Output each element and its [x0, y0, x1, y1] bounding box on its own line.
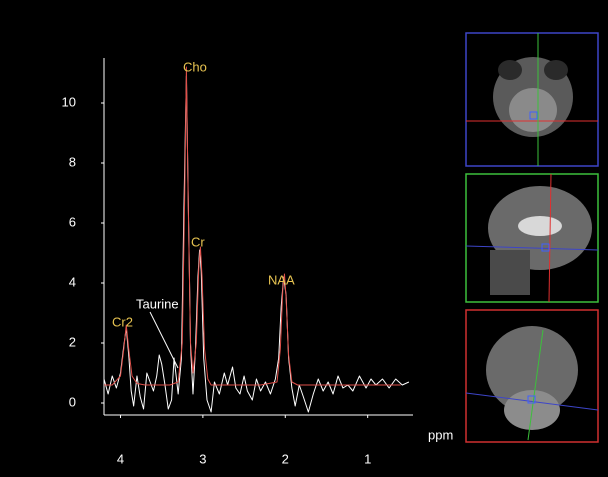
- mri-coronal: [466, 310, 598, 442]
- mri-sagittal: [466, 174, 598, 302]
- annotation: Cr2: [112, 314, 133, 329]
- y-tick-label: 0: [69, 394, 76, 409]
- mri-axial: [466, 33, 598, 166]
- x-tick-label: 1: [364, 451, 371, 466]
- annotation: Cho: [183, 59, 207, 74]
- annotation: Taurine: [136, 296, 179, 311]
- x-axis-label: ppm: [428, 427, 453, 442]
- y-tick-label: 8: [69, 154, 76, 169]
- x-tick-label: 2: [282, 451, 289, 466]
- y-tick-label: 6: [69, 214, 76, 229]
- y-tick-label: 10: [62, 94, 76, 109]
- x-tick-label: 4: [117, 451, 124, 466]
- annotation: NAA: [268, 272, 295, 287]
- x-tick-label: 3: [199, 451, 206, 466]
- figure: 0 2 4 6 8 10 4 3 2 1 Cho Cr NAA Cr2 Taurine ppm: [0, 0, 608, 472]
- annotation: Cr: [191, 234, 205, 249]
- y-tick-label: 4: [69, 274, 76, 289]
- y-tick-label: 2: [69, 334, 76, 349]
- page: {"chart_data": { "type": "line", "x_labe…: [0, 0, 608, 472]
